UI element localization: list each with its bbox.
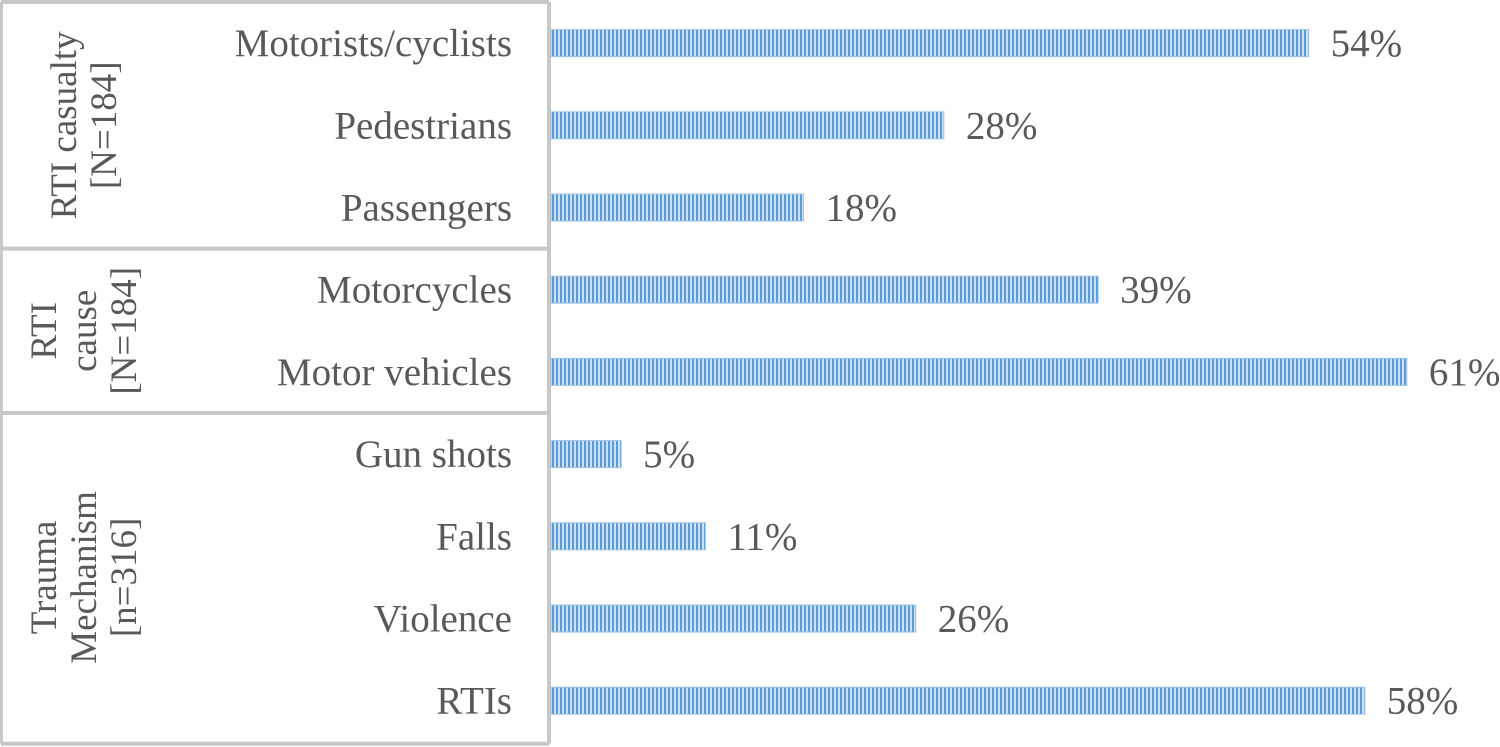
category-label: Gun shots [355, 433, 512, 476]
category-label: Passengers [341, 187, 512, 230]
category-label: RTIs [436, 680, 512, 723]
bar-falls [550, 522, 706, 551]
category-label: Pedestrians [334, 104, 512, 147]
value-label: 28% [966, 104, 1038, 147]
group-label: RTI casualty[N=184] [44, 31, 125, 219]
group-label: TraumaMechanism[n=316] [24, 491, 145, 664]
value-label: 11% [727, 515, 797, 558]
group-label-line: RTI [24, 302, 65, 359]
value-label: 61% [1429, 351, 1500, 394]
group-label-line: [N=184] [104, 267, 145, 395]
category-label: Motorcycles [317, 269, 512, 312]
bar-passengers [550, 193, 805, 222]
value-label: 54% [1331, 22, 1403, 65]
bar-gun-shots [550, 440, 622, 469]
bar-motorcycles [550, 275, 1099, 304]
group-label-line: Mechanism [64, 491, 105, 664]
group-label-line: [n=316] [104, 518, 145, 638]
bar-violence [550, 604, 917, 633]
value-label: 39% [1120, 269, 1192, 312]
category-label: Violence [374, 598, 512, 641]
category-label: Falls [436, 515, 512, 558]
bars [550, 29, 1408, 715]
group-label: RTIcause[N=184] [24, 267, 145, 395]
value-label: 18% [826, 187, 898, 230]
category-label: Motorists/cyclists [235, 22, 512, 65]
value-label: 5% [643, 433, 695, 476]
category-label: Motor vehicles [277, 351, 512, 394]
group-label-line: Trauma [24, 521, 65, 635]
group-label-line: RTI casualty [44, 31, 85, 219]
value-labels: 54% 28% 18% 39% 61% 5% 11% 26% 58% [643, 22, 1500, 723]
group-label-line: [N=184] [84, 61, 125, 189]
category-labels: Motorists/cyclists Pedestrians Passengers M… [235, 22, 512, 723]
value-label: 26% [938, 598, 1010, 641]
bar-rtis [550, 686, 1366, 715]
group-labels: RTI casualty[N=184]RTIcause[N=184]Trauma… [24, 31, 145, 664]
bar-pedestrians [550, 111, 945, 140]
value-label: 58% [1387, 680, 1459, 723]
group-label-line: cause [64, 290, 105, 372]
bar-motorists-cyclists [550, 29, 1310, 58]
bar-motor-vehicles [550, 357, 1408, 386]
category-frame [0, 0, 551, 746]
